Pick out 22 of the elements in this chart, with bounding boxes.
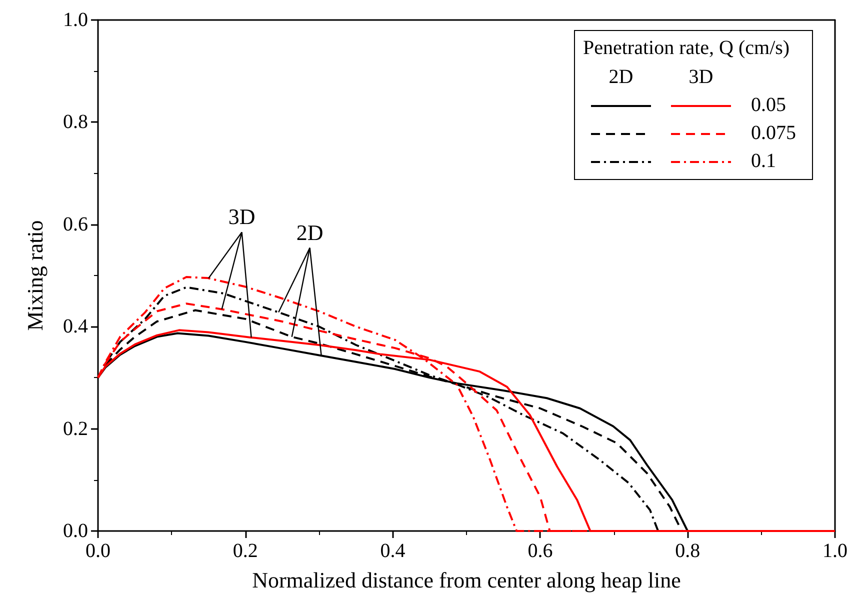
y-tick-label: 0.2 <box>63 418 88 440</box>
legend-label: 0.1 <box>750 148 777 174</box>
y-tick-label: 0.8 <box>63 111 88 134</box>
annotation: 3D <box>228 204 256 230</box>
y-tick-label: 1.0 <box>63 9 88 31</box>
x-tick-label: 0.4 <box>380 540 406 562</box>
y-axis-title: Mixing ratio <box>22 220 48 331</box>
annotation: 3D <box>688 64 714 90</box>
x-axis-title: Normalized distance from center along heap line <box>252 568 681 592</box>
legend-label: 0.05 <box>750 92 787 118</box>
annotation: 2D <box>608 64 634 90</box>
legend-label: 0.075 <box>750 120 797 146</box>
x-tick-label: 0.2 <box>232 540 258 562</box>
y-tick-label: 0.4 <box>63 316 88 338</box>
x-tick-label: 0.6 <box>528 540 553 562</box>
annotation: 2D <box>296 220 324 245</box>
x-tick-label: 0.8 <box>675 540 700 562</box>
x-tick-label: 1.0 <box>822 540 848 562</box>
legend-title: Penetration rate, Q (cm/s) <box>582 36 791 61</box>
y-tick-label: 0.0 <box>63 520 88 542</box>
x-tick-label: 0.0 <box>86 540 110 562</box>
y-tick-label: 0.6 <box>63 213 88 236</box>
